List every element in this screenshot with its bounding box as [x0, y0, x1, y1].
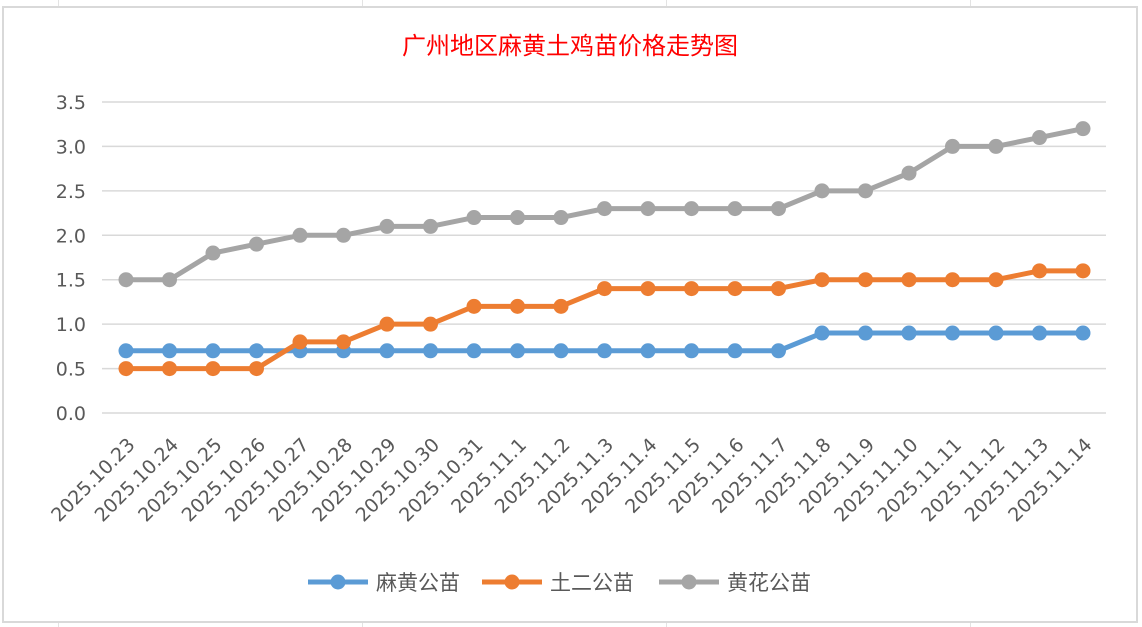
- data-point: [858, 183, 873, 199]
- data-point: [379, 316, 395, 332]
- data-point: [771, 281, 786, 297]
- y-tick-label: 3.0: [56, 136, 86, 158]
- data-point: [945, 325, 960, 341]
- data-point: [1075, 121, 1091, 137]
- data-point: [205, 245, 221, 261]
- data-point: [249, 343, 264, 359]
- data-point: [814, 272, 830, 288]
- chart-title: 广州地区麻黄土鸡苗价格走势图: [402, 32, 738, 60]
- data-point: [1075, 325, 1091, 341]
- data-point: [901, 165, 917, 181]
- data-point: [684, 281, 699, 297]
- data-point: [684, 201, 699, 217]
- legend-label: 黄花公苗: [727, 571, 811, 595]
- data-point: [597, 281, 612, 297]
- data-point: [466, 298, 482, 314]
- data-point: [597, 343, 612, 359]
- y-tick-label: 2.5: [56, 181, 86, 203]
- chart-area[interactable]: 广州地区麻黄土鸡苗价格走势图 0.0 0.5 1.0 1.5 2.0 2.5 3.0 3.5 …: [2, 6, 1138, 623]
- data-point: [423, 343, 438, 359]
- data-point: [597, 201, 612, 217]
- data-point: [249, 236, 264, 252]
- data-point: [771, 343, 786, 359]
- data-point: [118, 272, 134, 288]
- data-point: [727, 281, 743, 297]
- legend-label: 麻黄公苗: [376, 571, 460, 595]
- data-point: [466, 210, 482, 226]
- y-tick-label: 3.5: [56, 92, 86, 114]
- data-point: [640, 281, 656, 297]
- data-point: [640, 201, 656, 217]
- data-point: [727, 201, 743, 217]
- y-tick-label: 2.0: [56, 225, 86, 247]
- data-point: [1032, 325, 1047, 341]
- data-point: [1032, 263, 1047, 279]
- data-point: [553, 298, 569, 314]
- data-point: [466, 343, 482, 359]
- data-point: [858, 272, 873, 288]
- data-point: [379, 343, 395, 359]
- data-point: [553, 210, 569, 226]
- legend-marker-1: [504, 574, 520, 590]
- legend-label: 土二公苗: [550, 571, 634, 595]
- legend-marker-0: [330, 574, 346, 590]
- data-point: [162, 272, 177, 288]
- data-point: [423, 316, 438, 332]
- data-point: [510, 210, 525, 226]
- data-point: [162, 361, 177, 377]
- data-point: [988, 272, 1004, 288]
- y-tick-label: 0.5: [56, 359, 86, 381]
- data-point: [988, 138, 1004, 154]
- data-point: [988, 325, 1004, 341]
- data-point: [814, 183, 830, 199]
- data-point: [901, 325, 917, 341]
- data-point: [901, 272, 917, 288]
- y-tick-label: 0.0: [56, 403, 86, 425]
- data-point: [640, 343, 656, 359]
- data-point: [814, 325, 830, 341]
- data-point: [118, 361, 134, 377]
- data-point: [727, 343, 743, 359]
- data-point: [945, 138, 960, 154]
- data-point: [553, 343, 569, 359]
- data-point: [1075, 263, 1091, 279]
- data-point: [1032, 130, 1047, 146]
- data-point: [423, 218, 438, 234]
- y-tick-label: 1.0: [56, 314, 86, 336]
- legend-marker-2: [681, 574, 697, 590]
- data-point: [336, 334, 351, 350]
- data-point: [510, 298, 525, 314]
- data-point: [336, 227, 351, 243]
- data-point: [945, 272, 960, 288]
- data-point: [118, 343, 134, 359]
- data-point: [205, 361, 221, 377]
- data-point: [684, 343, 699, 359]
- data-point: [292, 334, 308, 350]
- data-point: [771, 201, 786, 217]
- y-tick-label: 1.5: [56, 270, 86, 292]
- data-point: [292, 227, 308, 243]
- data-point: [858, 325, 873, 341]
- data-point: [205, 343, 221, 359]
- data-point: [162, 343, 177, 359]
- line-chart: 广州地区麻黄土鸡苗价格走势图 0.00.51.01.52.02.53.03.5 …: [47, 32, 1106, 595]
- data-point: [379, 218, 395, 234]
- data-point: [249, 361, 264, 377]
- data-point: [510, 343, 525, 359]
